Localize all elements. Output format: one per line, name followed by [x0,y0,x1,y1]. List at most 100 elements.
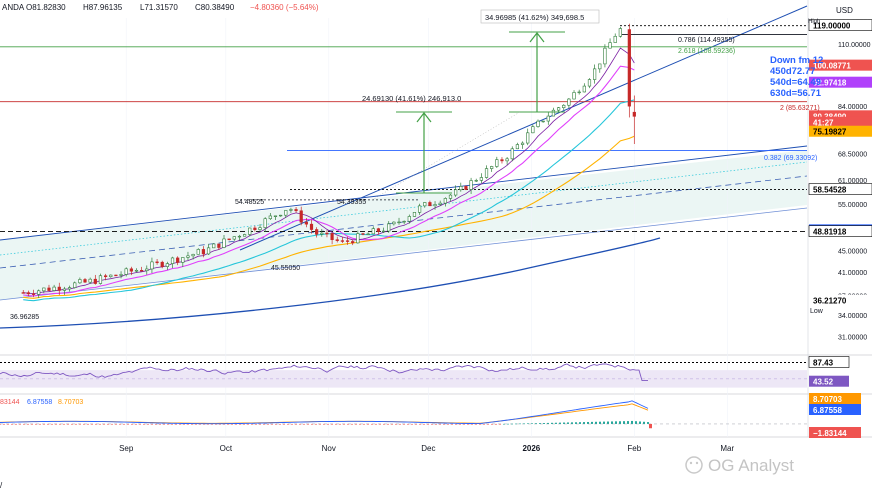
candle [577,89,581,95]
candle-body [608,42,612,49]
candle-body [613,35,617,43]
macd-hist-bar [275,423,277,425]
rsi-tag-text: 87.43 [813,358,834,367]
candle [632,95,636,144]
x-tick-label[interactable]: Sep [119,444,134,453]
candle [67,285,72,292]
candle [438,200,442,206]
macd-hist-bar [23,423,25,425]
high-value: H87.96135 [83,3,123,12]
candle [104,273,108,281]
macd-hist-bar [487,423,489,425]
candle-body [325,232,329,235]
fib-2618-label: 2.618 (108.59236) [678,48,735,55]
candle [242,233,247,237]
candle [263,217,267,232]
macd-hist-bar [295,423,297,425]
candle [222,235,226,249]
macd-hist-bar [635,421,637,424]
macd-hist-bar [119,423,121,425]
watermark-icon [685,456,703,474]
candle-body [505,158,509,162]
x-tick-label[interactable]: Feb [627,444,641,453]
macd-hist-bar [143,423,145,425]
macd-hist-bar [543,423,545,424]
currency-label: USD [836,6,853,15]
candle [129,266,133,276]
candle [237,234,242,241]
candle [21,290,25,294]
macd-hist-bar [63,423,65,425]
time-axis[interactable]: Sep Oct Nov Dec 2026 Feb Mar [119,444,734,453]
macd-hist-bar [163,423,165,425]
macd-hist-bar [319,423,321,425]
macd-hist-bar [231,423,233,425]
macd-hist-bar [507,423,509,425]
candle-body [206,247,211,255]
rsi-tag-bg [808,356,850,368]
x-tick-label[interactable]: Dec [421,444,435,453]
macd-hist-bar [71,423,73,425]
legend-line-1: Down fm 12 [770,55,823,66]
macd-hist-bar [11,423,13,425]
candle [454,185,458,197]
candle-body [402,220,406,223]
macd-hist-bar [503,423,505,425]
legend-line-4: 630d=56.71 [770,88,822,99]
macd-hist-bar [255,423,257,425]
x-tick-label[interactable]: Nov [322,444,336,453]
y-tick-label: 31.00000 [838,335,867,342]
macd-line [0,400,649,425]
price-tag-text: 100.08771 [813,62,851,71]
candle [227,238,231,241]
macd-hist-bar [371,423,373,425]
x-tick-label[interactable]: Oct [220,444,233,453]
price-tag-text: 41:27 [813,119,834,128]
y-tick-label: 61.00000 [838,178,867,185]
fib-2-label: 2 (85.63271) [780,105,820,112]
candle [31,289,36,298]
macd-hist-bar [207,423,209,425]
macd-hist-bar [103,423,105,425]
candle [603,44,607,68]
macd-hist-header: 83144 [0,399,20,406]
candle [253,225,257,232]
candle [392,221,396,226]
macd-hist-bar [211,423,213,425]
candle-body [242,234,247,237]
macd-hist-bar [91,423,93,425]
x-tick-label[interactable]: Mar [720,444,734,453]
x-tick-label[interactable]: 2026 [522,444,540,453]
candle [397,217,401,225]
macd-tag: 6.87558 [809,404,861,415]
macd-hist-bar [55,423,57,425]
candle-body [577,91,581,94]
macd-hist-bar [3,423,5,425]
macd-hist-bar [303,423,305,425]
candle-body [381,230,386,233]
macd-hist-bar [359,423,361,425]
candle [52,284,56,292]
macd-hist-bar [67,423,69,425]
candle-body [42,287,46,292]
candle-body [98,275,103,284]
candlesticks [21,23,636,298]
macd-hist-bar [339,423,341,425]
candle-body [632,111,636,117]
candle-body [114,274,118,277]
candle-body [109,274,113,278]
candle-body [330,233,334,240]
candle-body [531,126,535,134]
candle [608,38,612,49]
price-tag: 92.97418 [809,76,872,88]
candle [140,266,144,272]
candle-body [443,198,447,204]
candle-body [510,148,514,160]
price-axis[interactable]: 121.07773110.0000084.0000068.5000061.000… [808,19,872,438]
candle [407,214,411,224]
macd-hist-bar [607,421,609,424]
price-tag-bg [808,183,872,195]
macd-hist-bar [107,423,109,425]
price-tag-bg [809,110,872,122]
